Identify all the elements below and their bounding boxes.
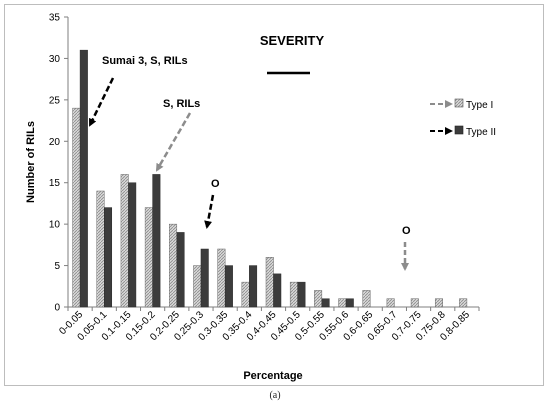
bar-type-i (434, 298, 443, 308)
y-tick-label: 20 (49, 137, 61, 148)
severity-chart: 0 5 10 15 20 25 30 35 0-0.050.05-0.10.1-0.150.1… (25, 13, 496, 383)
y-tick-label: 0 (54, 303, 60, 314)
x-ticks: 0-0.050.05-0.10.1-0.150.15-0.20.2-0.250.… (57, 307, 480, 343)
bar-type-ii (345, 298, 354, 308)
bar-type-i (265, 257, 274, 308)
bar-type-i (169, 223, 178, 308)
bar-type-i (72, 107, 81, 308)
y-ticks: 0 5 10 15 20 25 30 35 (49, 13, 68, 314)
bar-type-i (386, 298, 395, 308)
legend-swatch-type-i (454, 98, 464, 108)
bar-type-ii (128, 182, 137, 308)
bar-type-i (289, 281, 298, 308)
figure-caption: (a) (269, 390, 281, 401)
bar-type-ii (104, 207, 113, 308)
bar-type-i (362, 290, 371, 308)
bar-type-i (410, 298, 419, 308)
y-tick-label: 35 (49, 13, 61, 24)
bar-type-i (338, 298, 347, 308)
annotation-s-rils-label: S, RILs (163, 98, 200, 110)
annotations: Sumai 3, S, RILs S, RILs O O (88, 55, 411, 271)
bar-type-ii (200, 248, 209, 308)
bar-type-i (144, 207, 153, 308)
chart-title: SEVERITY (260, 33, 325, 48)
annotation-o-arrow-1 (204, 194, 215, 229)
bar-type-ii (249, 265, 258, 308)
y-tick-label: 10 (49, 220, 61, 231)
bar-type-i (96, 190, 105, 308)
y-tick-label: 5 (54, 261, 60, 272)
chart-frame: 0 5 10 15 20 25 30 35 0-0.05 0.05-0.1 0.1-0.15 0.1… (4, 4, 544, 386)
bar-type-ii (273, 273, 282, 308)
annotation-sumai-label: Sumai 3, S, RILs (102, 55, 188, 67)
bar-type-i (120, 174, 129, 308)
y-tick-label: 25 (49, 95, 61, 106)
bar-type-ii (321, 298, 330, 308)
annotation-o-label-1: O (211, 178, 220, 190)
bar-type-i (241, 281, 250, 308)
bar-type-ii (176, 232, 185, 308)
annotation-sumai-arrow (88, 77, 115, 127)
bar-type-i (217, 248, 226, 308)
legend-label-type-i: Type I (466, 100, 493, 111)
legend-item-type-i: Type I (430, 98, 493, 111)
bars (72, 49, 468, 308)
bar-type-i (193, 265, 202, 308)
y-tick-label: 15 (49, 178, 61, 189)
bar-type-ii (224, 265, 233, 308)
bar-type-ii (79, 49, 88, 308)
bar-type-ii (297, 281, 306, 308)
legend-swatch-type-ii (454, 125, 464, 135)
bar-type-ii (152, 174, 161, 308)
annotation-s-rils-arrow (155, 112, 192, 172)
legend-item-type-ii: Type II (430, 125, 496, 138)
annotation-o-label-2: O (402, 225, 411, 237)
y-tick-label: 30 (49, 54, 61, 65)
y-axis-title: Number of RILs (25, 121, 37, 203)
legend: Type I Type II (430, 98, 496, 138)
bar-type-i (314, 290, 323, 308)
bar-type-i (459, 298, 468, 308)
legend-label-type-ii: Type II (466, 127, 496, 138)
x-axis-title: Percentage (243, 370, 302, 382)
